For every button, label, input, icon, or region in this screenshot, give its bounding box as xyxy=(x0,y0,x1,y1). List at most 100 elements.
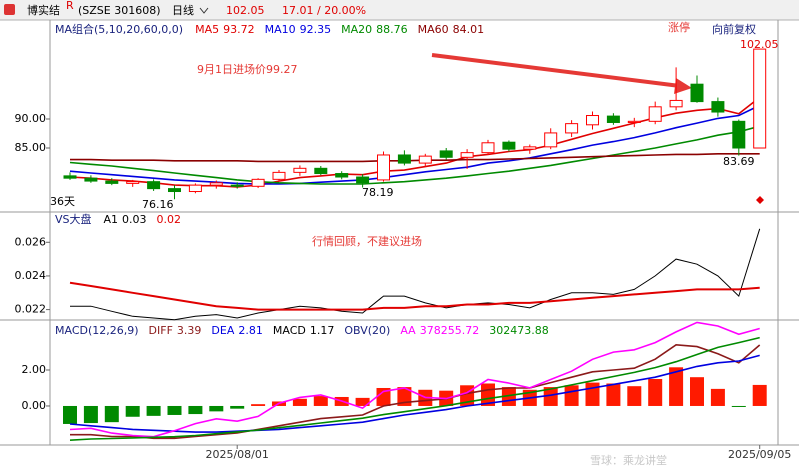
macd-bar xyxy=(376,387,391,406)
candle-body xyxy=(523,146,537,150)
candle-body xyxy=(648,106,662,122)
y-tick-label: 0.022 xyxy=(15,303,47,316)
candle-body xyxy=(84,177,98,182)
line-series xyxy=(69,104,761,185)
legend-text: 2.81 xyxy=(238,324,263,337)
annotation: 行情回顾，不建议进场 xyxy=(312,234,422,248)
legend-text: MA组合(5,10,20,60,0,0) xyxy=(55,22,183,36)
line-series xyxy=(70,343,761,440)
macd-bar xyxy=(710,388,725,406)
macd-bar xyxy=(125,405,140,417)
annotation: 涨停 xyxy=(668,20,690,34)
y-tick-label: 90.00 xyxy=(15,112,47,125)
candle-body xyxy=(732,120,746,149)
macd-bar xyxy=(104,405,119,423)
line-series xyxy=(69,321,760,438)
macd-bar xyxy=(230,405,245,409)
candle-body xyxy=(418,155,432,164)
period[interactable]: 日线 xyxy=(172,3,194,17)
adjust-mode[interactable]: 向前复权 xyxy=(712,22,756,36)
legend-text: MACD xyxy=(273,324,306,337)
macd-bar xyxy=(585,382,600,406)
candle-body xyxy=(63,175,77,179)
candle-body xyxy=(502,141,516,150)
candle-body xyxy=(251,178,265,187)
y-tick-label: 2.00 xyxy=(22,363,47,376)
candle-body xyxy=(397,154,411,164)
x-tick-label: 2025/09/05 xyxy=(728,448,791,461)
legend-text: AA xyxy=(400,324,416,337)
candle-body xyxy=(293,167,307,173)
annotation: 9月1日进场价99.27 xyxy=(197,62,298,76)
legend-text: MACD(12,26,9) xyxy=(55,324,139,337)
candle-body xyxy=(105,180,119,184)
candle-body xyxy=(168,188,181,193)
arrow-shaft xyxy=(431,53,681,88)
candle-body xyxy=(272,171,286,180)
stock-code: (SZSE 301608) xyxy=(78,4,161,17)
y-tick-label: 0.026 xyxy=(15,235,47,248)
stock-icon xyxy=(4,4,15,15)
macd-bar xyxy=(606,383,621,406)
macd-bar xyxy=(83,405,98,424)
legend-text: OBV(20) xyxy=(344,324,390,337)
arrow-head xyxy=(674,78,692,94)
macd-bar xyxy=(167,405,182,415)
legend-text: MA5 xyxy=(195,23,219,36)
legend-text: 92.35 xyxy=(300,23,332,36)
line-series xyxy=(69,96,761,188)
price-callout: 78.19 xyxy=(362,186,394,199)
legend-text: A1 xyxy=(104,213,119,226)
candle-body xyxy=(314,167,328,175)
macd-bar xyxy=(690,377,704,406)
line-series xyxy=(69,281,760,311)
y-tick-label: 85.00 xyxy=(15,141,47,154)
candle-body xyxy=(377,154,390,181)
legend-text: 3.39 xyxy=(177,324,202,337)
candle-body xyxy=(627,120,641,123)
candle-body xyxy=(565,123,579,134)
candle-body xyxy=(481,142,495,154)
macd-bar xyxy=(397,387,412,406)
macd-bar xyxy=(146,405,161,416)
candle-body xyxy=(753,48,767,149)
candle-body xyxy=(356,176,370,184)
stock-mark: R xyxy=(66,0,74,12)
macd-bar xyxy=(313,396,328,406)
candle-body xyxy=(209,182,223,186)
y-tick-label: 0.00 xyxy=(22,399,47,412)
line-series xyxy=(70,228,761,321)
period-dropdown[interactable] xyxy=(199,7,209,14)
macd-bar xyxy=(648,378,663,406)
macd-bar xyxy=(564,385,579,406)
watermark: 雪球：乘龙讲堂 xyxy=(590,453,667,467)
header-bar xyxy=(0,0,799,20)
candle-body xyxy=(188,184,202,193)
y-tick-label: 0.024 xyxy=(15,269,47,282)
candle-body xyxy=(439,150,453,158)
candle-body xyxy=(544,132,558,148)
legend-text: DEA xyxy=(211,324,234,337)
macd-bar xyxy=(188,405,203,415)
macd-bar xyxy=(669,367,684,406)
legend-text: 93.72 xyxy=(223,23,255,36)
macd-bar xyxy=(292,398,307,406)
candle-body xyxy=(690,83,704,103)
legend-text: 84.01 xyxy=(453,23,485,36)
legend-text: 378255.72 xyxy=(420,324,480,337)
line-series xyxy=(70,153,760,163)
legend-text: 302473.88 xyxy=(489,324,549,337)
price-callout: 76.16 xyxy=(142,198,174,211)
legend-text: MA60 xyxy=(418,23,449,36)
annotation: 36天 xyxy=(50,195,75,208)
line-series xyxy=(69,336,760,441)
stock-name: 博实结 xyxy=(27,3,60,17)
candle-body xyxy=(230,184,244,187)
line-series xyxy=(69,125,760,185)
last-price: 102.05 xyxy=(226,4,265,17)
candle-body xyxy=(147,181,161,190)
candle-body xyxy=(335,173,349,178)
candle-body xyxy=(711,101,725,113)
